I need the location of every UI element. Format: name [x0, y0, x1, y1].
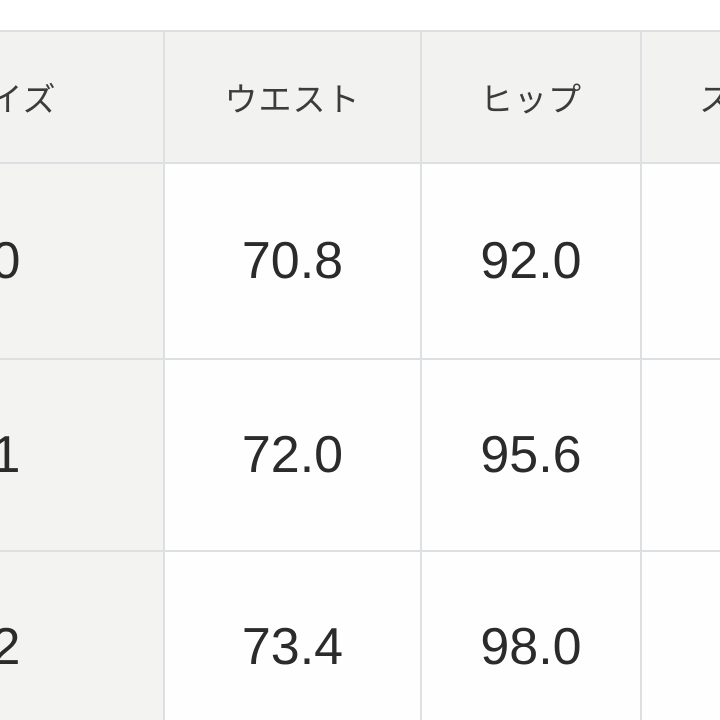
waist-value-cell: 70.8: [163, 162, 422, 360]
clipped-value-cell: [640, 358, 720, 552]
header-row: サイズ ウエスト ヒップ ス: [0, 30, 720, 164]
waist-value-cell: 73.4: [163, 550, 422, 720]
table-row: 2 73.4 98.0: [0, 550, 720, 720]
hip-value-cell: 92.0: [420, 162, 642, 360]
hip-value-cell: 98.0: [420, 550, 642, 720]
clipped-value-cell: [640, 162, 720, 360]
column-header-waist: ウエスト: [163, 30, 422, 164]
table-row: 1 72.0 95.6: [0, 358, 720, 552]
size-value-cell: 1: [0, 358, 165, 552]
waist-value-cell: 72.0: [163, 358, 422, 552]
table-row: 0 70.8 92.0: [0, 162, 720, 360]
size-value-cell: 0: [0, 162, 165, 360]
column-header-clipped: ス: [640, 30, 720, 164]
clipped-value-cell: [640, 550, 720, 720]
size-value-cell: 2: [0, 550, 165, 720]
hip-value-cell: 95.6: [420, 358, 642, 552]
column-header-hip: ヒップ: [420, 30, 642, 164]
size-chart-table: サイズ ウエスト ヒップ ス 0 70.8 92.0 1 72.0 95.6 2…: [0, 30, 720, 720]
column-header-size: サイズ: [0, 30, 165, 164]
